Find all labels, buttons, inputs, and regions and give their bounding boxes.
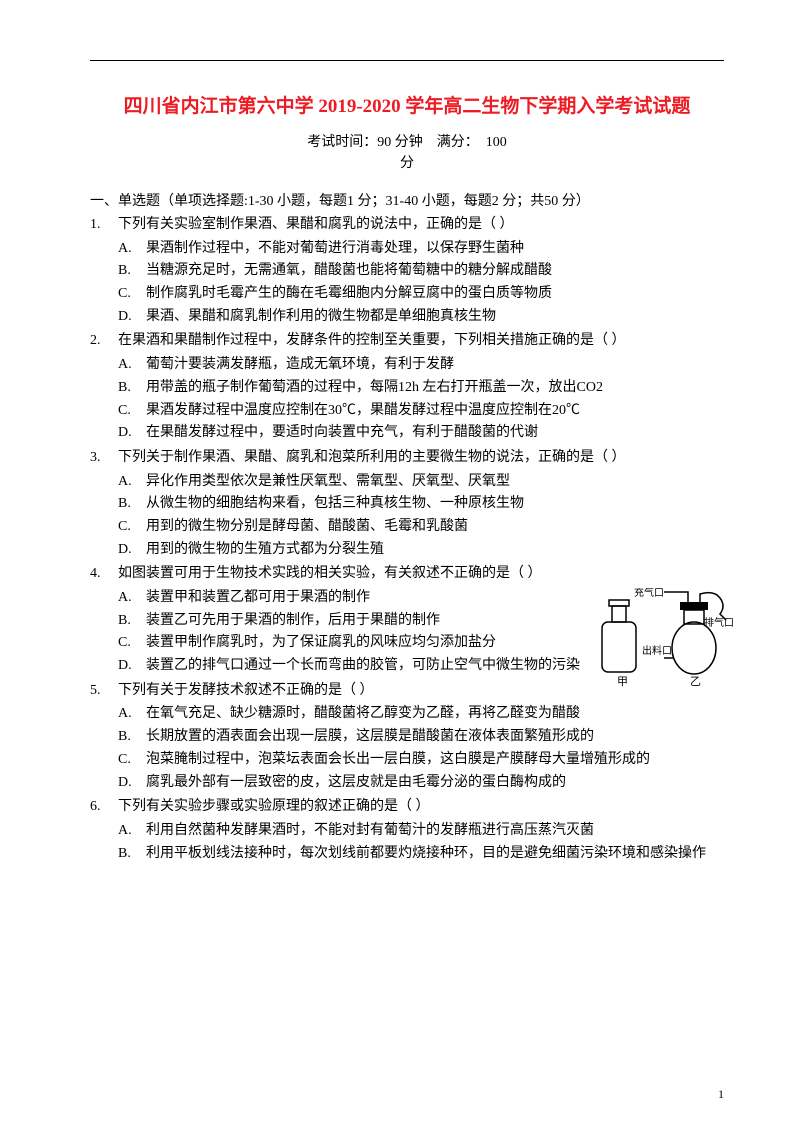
question-number: 6. [90, 796, 118, 865]
question-body: 下列有关于发酵技术叙述不正确的是（ ）A.在氧气充足、缺少糖源时，醋酸菌将乙醇变… [118, 680, 724, 794]
option-text: 制作腐乳时毛霉产生的酶在毛霉细胞内分解豆腐中的蛋白质等物质 [146, 283, 724, 305]
option: B.从微生物的细胞结构来看，包括三种真核生物、一种原核生物 [118, 493, 724, 515]
option: C.制作腐乳时毛霉产生的酶在毛霉细胞内分解豆腐中的蛋白质等物质 [118, 283, 724, 305]
question-number: 3. [90, 447, 118, 561]
question-body: 下列有关实验室制作果酒、果醋和腐乳的说法中，正确的是（ ）A.果酒制作过程中，不… [118, 214, 724, 328]
option: B.利用平板划线法接种时，每次划线前都要灼烧接种环，目的是避免细菌污染环境和感染… [118, 843, 724, 865]
option-label: A. [118, 471, 146, 493]
questions-container: 1.下列有关实验室制作果酒、果醋和腐乳的说法中，正确的是（ ）A.果酒制作过程中… [90, 214, 724, 865]
option-text: 用到的微生物分别是酵母菌、醋酸菌、毛霉和乳酸菌 [146, 516, 724, 538]
question-body: 在果酒和果醋制作过程中，发酵条件的控制至关重要，下列相关措施正确的是（ ）A.葡… [118, 330, 724, 444]
option: A.葡萄汁要装满发酵瓶，造成无氧环境，有利于发酵 [118, 354, 724, 376]
label-jia: 甲 [617, 676, 628, 688]
question-number: 1. [90, 214, 118, 328]
page-number: 1 [718, 1087, 724, 1102]
option-label: B. [118, 493, 146, 515]
option: D.腐乳最外部有一层致密的皮，这层皮就是由毛霉分泌的蛋白酶构成的 [118, 772, 724, 794]
option: A.在氧气充足、缺少糖源时，醋酸菌将乙醇变为乙醛，再将乙醛变为醋酸 [118, 703, 724, 725]
top-divider [90, 60, 724, 61]
option-label: D. [118, 655, 146, 677]
option-text: 利用平板划线法接种时，每次划线前都要灼烧接种环，目的是避免细菌污染环境和感染操作 [146, 843, 724, 865]
options: A.在氧气充足、缺少糖源时，醋酸菌将乙醇变为乙醛，再将乙醛变为醋酸B.长期放置的… [118, 703, 724, 793]
option-label: D. [118, 422, 146, 444]
option: A.利用自然菌种发酵果酒时，不能对封有葡萄汁的发酵瓶进行高压蒸汽灭菌 [118, 820, 724, 842]
question-stem: 下列有关实验步骤或实验原理的叙述正确的是（ ） [118, 796, 724, 818]
option-text: 在氧气充足、缺少糖源时，醋酸菌将乙醇变为乙醛，再将乙醛变为醋酸 [146, 703, 724, 725]
option: D.果酒、果醋和腐乳制作利用的微生物都是单细胞真核生物 [118, 306, 724, 328]
option: C.泡菜腌制过程中，泡菜坛表面会长出一层白膜，这白膜是产膜酵母大量增殖形成的 [118, 749, 724, 771]
question-number: 2. [90, 330, 118, 444]
question-number: 4. [90, 563, 118, 677]
exam-info: 考试时间：90 分钟 满分： 100 分 [90, 132, 724, 174]
question-stem: 如图装置可用于生物技术实践的相关实验，有关叙述不正确的是（ ） [118, 563, 724, 585]
options: A.利用自然菌种发酵果酒时，不能对封有葡萄汁的发酵瓶进行高压蒸汽灭菌B.利用平板… [118, 820, 724, 864]
option: D.用到的微生物的生殖方式都为分裂生殖 [118, 539, 724, 561]
option-text: 果酒、果醋和腐乳制作利用的微生物都是单细胞真核生物 [146, 306, 724, 328]
option-label: C. [118, 632, 146, 654]
option-label: C. [118, 516, 146, 538]
label-yi: 乙 [690, 675, 701, 688]
option-text: 长期放置的酒表面会出现一层膜，这层膜是醋酸菌在液体表面繁殖形成的 [146, 726, 724, 748]
option-label: B. [118, 377, 146, 399]
question-stem: 在果酒和果醋制作过程中，发酵条件的控制至关重要，下列相关措施正确的是（ ） [118, 330, 724, 352]
option-label: A. [118, 587, 146, 609]
option: C.用到的微生物分别是酵母菌、醋酸菌、毛霉和乳酸菌 [118, 516, 724, 538]
options: A.葡萄汁要装满发酵瓶，造成无氧环境，有利于发酵B.用带盖的瓶子制作葡萄酒的过程… [118, 354, 724, 444]
option-text: 从微生物的细胞结构来看，包括三种真核生物、一种原核生物 [146, 493, 724, 515]
option: B.用带盖的瓶子制作葡萄酒的过程中，每隔12h 左右打开瓶盖一次，放出CO2 [118, 377, 724, 399]
exam-info-line2: 分 [400, 156, 414, 171]
question-body: 下列有关实验步骤或实验原理的叙述正确的是（ ）A.利用自然菌种发酵果酒时，不能对… [118, 796, 724, 865]
option: B.长期放置的酒表面会出现一层膜，这层膜是醋酸菌在液体表面繁殖形成的 [118, 726, 724, 748]
option-text: 当糖源充足时，无需通氧，醋酸菌也能将葡萄糖中的糖分解成醋酸 [146, 260, 724, 282]
question: 3.下列关于制作果酒、果醋、腐乳和泡菜所利用的主要微生物的说法，正确的是（ ）A… [90, 447, 724, 561]
option-label: B. [118, 610, 146, 632]
option-label: A. [118, 703, 146, 725]
question: 2.在果酒和果醋制作过程中，发酵条件的控制至关重要，下列相关措施正确的是（ ）A… [90, 330, 724, 444]
option-label: A. [118, 820, 146, 842]
label-air-in: 充气口 [634, 588, 664, 599]
option-text: 异化作用类型依次是兼性厌氧型、需氧型、厌氧型、厌氧型 [146, 471, 724, 493]
exam-info-line1: 考试时间：90 分钟 满分： 100 [307, 135, 507, 150]
question-stem: 下列有关实验室制作果酒、果醋和腐乳的说法中，正确的是（ ） [118, 214, 724, 236]
option-label: B. [118, 260, 146, 282]
option-text: 腐乳最外部有一层致密的皮，这层皮就是由毛霉分泌的蛋白酶构成的 [146, 772, 724, 794]
option-label: D. [118, 772, 146, 794]
question-body: 下列关于制作果酒、果醋、腐乳和泡菜所利用的主要微生物的说法，正确的是（ ）A.异… [118, 447, 724, 561]
section-header: 一、单选题（单项选择题:1-30 小题，每题1 分；31-40 小题，每题2 分… [90, 190, 724, 210]
option-text: 用带盖的瓶子制作葡萄酒的过程中，每隔12h 左右打开瓶盖一次，放出CO2 [146, 377, 724, 399]
option-text: 用到的微生物的生殖方式都为分裂生殖 [146, 539, 724, 561]
question: 1.下列有关实验室制作果酒、果醋和腐乳的说法中，正确的是（ ）A.果酒制作过程中… [90, 214, 724, 328]
exam-page: 四川省内江市第六中学 2019-2020 学年高二生物下学期入学考试试题 考试时… [0, 0, 794, 1122]
option-text: 葡萄汁要装满发酵瓶，造成无氧环境，有利于发酵 [146, 354, 724, 376]
question-number: 5. [90, 680, 118, 794]
option-text: 果酒发酵过程中温度应控制在30℃，果醋发酵过程中温度应控制在20℃ [146, 400, 724, 422]
label-material-out: 出料口 [642, 644, 672, 657]
option: B.当糖源充足时，无需通氧，醋酸菌也能将葡萄糖中的糖分解成醋酸 [118, 260, 724, 282]
option-label: B. [118, 726, 146, 748]
question: 5.下列有关于发酵技术叙述不正确的是（ ）A.在氧气充足、缺少糖源时，醋酸菌将乙… [90, 680, 724, 794]
option: A.果酒制作过程中，不能对葡萄进行消毒处理，以保存野生菌种 [118, 238, 724, 260]
options: A.果酒制作过程中，不能对葡萄进行消毒处理，以保存野生菌种B.当糖源充足时，无需… [118, 238, 724, 328]
option-text: 在果醋发酵过程中，要适时向装置中充气，有利于醋酸菌的代谢 [146, 422, 724, 444]
option-text: 利用自然菌种发酵果酒时，不能对封有葡萄汁的发酵瓶进行高压蒸汽灭菌 [146, 820, 724, 842]
question-stem: 下列关于制作果酒、果醋、腐乳和泡菜所利用的主要微生物的说法，正确的是（ ） [118, 447, 724, 469]
option-label: A. [118, 238, 146, 260]
question: 6.下列有关实验步骤或实验原理的叙述正确的是（ ）A.利用自然菌种发酵果酒时，不… [90, 796, 724, 865]
label-air-out: 排气口 [704, 616, 734, 629]
option-label: D. [118, 539, 146, 561]
document-title: 四川省内江市第六中学 2019-2020 学年高二生物下学期入学考试试题 [90, 91, 724, 118]
option: A.异化作用类型依次是兼性厌氧型、需氧型、厌氧型、厌氧型 [118, 471, 724, 493]
option-text: 果酒制作过程中，不能对葡萄进行消毒处理，以保存野生菌种 [146, 238, 724, 260]
option: C.果酒发酵过程中温度应控制在30℃，果醋发酵过程中温度应控制在20℃ [118, 400, 724, 422]
option-label: D. [118, 306, 146, 328]
option-label: C. [118, 749, 146, 771]
apparatus-diagram: 甲 充气口 排气口 出料口 乙 [594, 588, 734, 688]
option-label: C. [118, 283, 146, 305]
option-text: 泡菜腌制过程中，泡菜坛表面会长出一层白膜，这白膜是产膜酵母大量增殖形成的 [146, 749, 724, 771]
option-label: C. [118, 400, 146, 422]
options: A.异化作用类型依次是兼性厌氧型、需氧型、厌氧型、厌氧型B.从微生物的细胞结构来… [118, 471, 724, 561]
option: D.在果醋发酵过程中，要适时向装置中充气，有利于醋酸菌的代谢 [118, 422, 724, 444]
option-label: B. [118, 843, 146, 865]
option-label: A. [118, 354, 146, 376]
